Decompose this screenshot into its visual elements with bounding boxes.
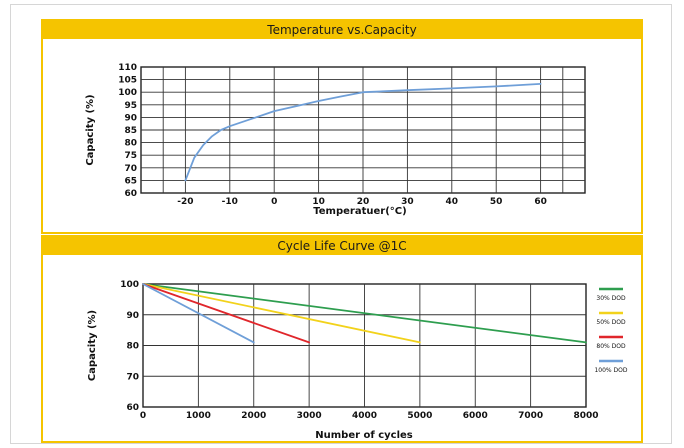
y-tick-label: 60 <box>126 403 139 413</box>
cycle-life-chart: 0 1000 2000 3000 4000 5000 6000 7000 8000 60 70 80 9… <box>87 280 628 441</box>
y-tick-label: 110 <box>118 63 137 73</box>
x-tick-label: 60 <box>534 197 547 207</box>
y-tick-label: 95 <box>124 101 137 111</box>
y-tick-label: 105 <box>118 76 137 86</box>
chart-title: Cycle Life Curve @1C <box>43 237 641 255</box>
series-line <box>142 283 255 344</box>
y-axis-label: Capacity (%) <box>87 310 98 381</box>
y-tick-label: 70 <box>124 164 137 174</box>
x-tick-label: 3000 <box>297 411 322 421</box>
temperature-capacity-chart: -20 -10 0 10 20 30 40 50 60 60 65 70 75 80 85 90 95 100 10… <box>85 63 586 217</box>
cycle-life-panel: Cycle Life Curve @1C 0 1000 2000 3000 4000 50… <box>41 235 643 443</box>
legend-label: 50% DOD <box>596 319 626 326</box>
x-axis-label: Temperatuer(°C) <box>313 206 406 217</box>
y-tick-label: 85 <box>124 126 137 136</box>
legend-label: 30% DOD <box>596 295 626 302</box>
legend-label: 100% DOD <box>594 367 627 374</box>
x-axis-label: Number of cycles <box>315 430 413 441</box>
y-tick-label: 75 <box>124 151 137 161</box>
y-tick-label: 90 <box>126 311 139 321</box>
x-tick-label: 8000 <box>573 411 598 421</box>
x-tick-label: 7000 <box>518 411 543 421</box>
y-tick-label: 100 <box>120 280 139 290</box>
series-line <box>142 283 421 344</box>
y-tick-label: 80 <box>124 139 137 149</box>
y-tick-label: 80 <box>126 342 139 352</box>
chart-page: Temperature vs.Capacity -20 -10 0 10 20 30 40 5… <box>10 4 672 444</box>
x-tick-label: 30 <box>401 197 414 207</box>
x-tick-label: 20 <box>357 197 370 207</box>
y-tick-label: 65 <box>124 176 137 186</box>
x-tick-label: 40 <box>446 197 459 207</box>
x-tick-label: 50 <box>490 197 503 207</box>
series-line <box>142 283 587 344</box>
x-tick-label: 6000 <box>463 411 488 421</box>
x-tick-label: 0 <box>271 197 277 207</box>
x-tick-label: -20 <box>177 197 193 207</box>
x-tick-label: 0 <box>140 411 146 421</box>
series-line <box>184 83 542 182</box>
y-tick-label: 70 <box>126 372 139 382</box>
x-tick-label: 4000 <box>352 411 377 421</box>
legend-label: 80% DOD <box>596 343 626 350</box>
x-tick-label: 5000 <box>407 411 432 421</box>
x-tick-label: 2000 <box>241 411 266 421</box>
x-tick-label: -10 <box>222 197 238 207</box>
x-tick-label: 10 <box>312 197 325 207</box>
y-tick-label: 100 <box>118 88 137 98</box>
series-line <box>142 283 311 344</box>
y-tick-label: 90 <box>124 113 137 123</box>
y-axis-label: Capacity (%) <box>85 94 96 165</box>
chart-title: Temperature vs.Capacity <box>43 21 641 39</box>
temperature-capacity-panel: Temperature vs.Capacity -20 -10 0 10 20 30 40 5… <box>41 19 643 234</box>
y-tick-label: 60 <box>124 189 137 199</box>
x-tick-label: 1000 <box>186 411 211 421</box>
